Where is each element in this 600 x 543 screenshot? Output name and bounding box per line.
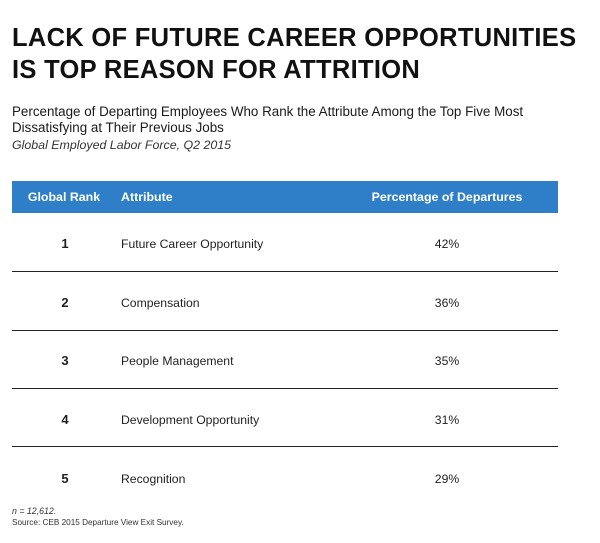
table-row: 2 Compensation 36% <box>12 285 558 321</box>
percentage-cell: 29% <box>434 472 460 486</box>
rank-cell: 2 <box>61 295 69 310</box>
chart-subtitle: Percentage of Departing Employees Who Ra… <box>12 104 597 136</box>
attribute-cell: Recognition <box>121 472 186 486</box>
attrition-table: Global Rank Attribute Percentage of Depa… <box>12 181 558 486</box>
table-header: Global Rank Attribute Percentage of Depa… <box>12 181 558 213</box>
rank-cell: 5 <box>61 471 69 486</box>
chart-title: LACK OF FUTURE CAREER OPPORTUNITIES IS T… <box>12 22 592 86</box>
rank-cell: 3 <box>61 353 69 368</box>
column-header-attribute: Attribute <box>121 190 173 204</box>
table-row: 4 Development Opportunity 31% <box>12 402 558 438</box>
column-header-global-rank: Global Rank <box>27 190 101 204</box>
attribute-cell: Future Career Opportunity <box>121 237 264 251</box>
attribute-cell: Compensation <box>121 296 200 310</box>
rank-cell: 1 <box>61 236 69 251</box>
chart-subtitle-line-1: Percentage of Departing Employees Who Ra… <box>12 104 524 119</box>
survey-scope: Global Employed Labor Force, Q2 2015 <box>12 138 232 152</box>
source-note: Source: CEB 2015 Departure View Exit Sur… <box>12 518 184 527</box>
percentage-cell: 31% <box>434 413 460 427</box>
rank-cell: 4 <box>61 412 69 427</box>
column-header-percentage: Percentage of Departures <box>371 190 523 204</box>
attribute-cell: Development Opportunity <box>121 413 260 427</box>
percentage-cell: 35% <box>434 354 460 368</box>
chart-subtitle-line-2: Dissatisfying at Their Previous Jobs <box>12 120 224 135</box>
row-divider <box>12 271 558 272</box>
chart-title-line-1: LACK OF FUTURE CAREER OPPORTUNITIES <box>12 24 577 52</box>
sample-size-note: n = 12,612. <box>12 506 57 516</box>
attribute-cell: People Management <box>121 354 234 368</box>
row-divider <box>12 388 558 389</box>
table-row: 1 Future Career Opportunity 42% <box>12 226 558 262</box>
percentage-cell: 42% <box>434 237 460 251</box>
row-divider <box>12 446 558 447</box>
row-divider <box>12 330 558 331</box>
table-row: 3 People Management 35% <box>12 343 558 379</box>
percentage-cell: 36% <box>434 296 460 310</box>
table-row: 5 Recognition 29% <box>12 461 558 497</box>
chart-title-line-2: IS TOP REASON FOR ATTRITION <box>12 56 421 84</box>
